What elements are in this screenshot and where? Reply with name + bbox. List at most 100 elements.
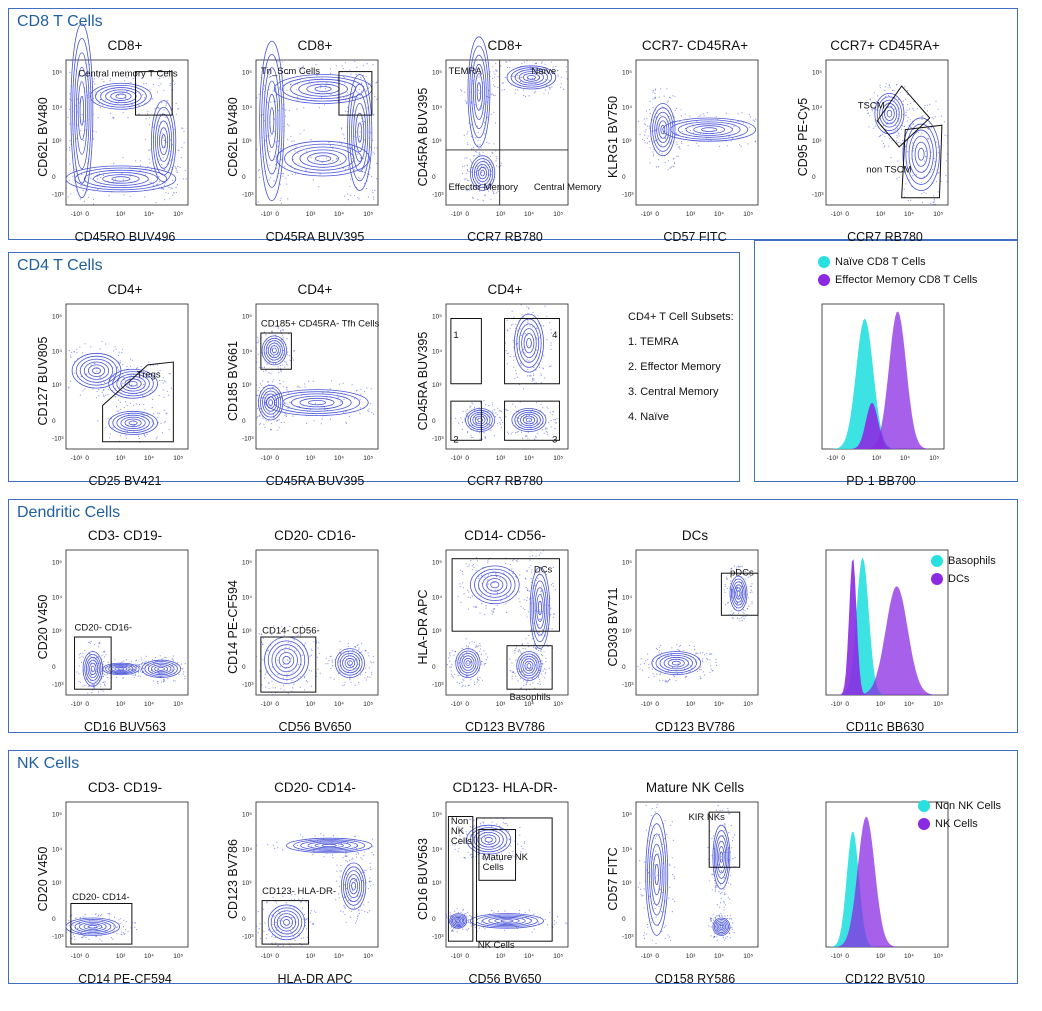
- event-dot: [490, 429, 492, 431]
- event-dot: [713, 936, 716, 938]
- event-dot: [130, 669, 132, 671]
- y-tick-label: 10⁵: [812, 70, 822, 77]
- event-dot: [449, 912, 451, 914]
- plot-frame: [255, 59, 379, 206]
- event-dot: [667, 670, 669, 672]
- event-dot: [555, 922, 557, 924]
- event-dot: [892, 89, 894, 92]
- event-dot: [351, 158, 353, 160]
- event-dot: [456, 908, 458, 910]
- histogram-series: [822, 318, 944, 449]
- event-dot: [536, 653, 538, 655]
- event-dot: [288, 125, 290, 127]
- contour-line: [110, 91, 132, 101]
- contour-line: [524, 660, 534, 672]
- event-dot: [670, 824, 672, 827]
- event-dot: [643, 907, 645, 909]
- event-dot: [466, 823, 469, 825]
- event-dot: [510, 433, 512, 435]
- event-dot: [710, 920, 712, 922]
- contour-line: [477, 417, 483, 423]
- event-dot: [309, 655, 311, 657]
- event-dot: [556, 418, 558, 420]
- event-dot: [181, 147, 183, 149]
- event-dot: [454, 650, 456, 653]
- contour-line: [88, 364, 106, 377]
- event-dot: [467, 415, 469, 417]
- event-dot: [466, 190, 468, 192]
- event-dot: [279, 918, 281, 920]
- event-dot: [675, 107, 677, 109]
- event-dot: [721, 891, 723, 894]
- event-dot: [258, 414, 261, 416]
- event-dot: [373, 413, 375, 415]
- event-dot: [512, 339, 514, 341]
- event-dot: [671, 647, 673, 649]
- event-dot: [87, 692, 89, 694]
- event-dot: [344, 907, 346, 909]
- event-dot: [710, 668, 712, 670]
- x-tick-label: 10⁴: [334, 211, 344, 218]
- event-dot: [279, 383, 281, 385]
- event-dot: [343, 398, 345, 400]
- contour-line: [732, 581, 745, 606]
- event-dot: [652, 673, 654, 675]
- event-dot: [905, 111, 907, 113]
- event-dot: [340, 401, 342, 403]
- legend-pd1: Naïve CD8 T Cells Effector Memory CD8 T …: [818, 256, 977, 292]
- event-dot: [471, 402, 473, 404]
- event-dot: [282, 61, 284, 63]
- y-tick-label: 10³: [52, 382, 62, 389]
- event-dot: [345, 852, 347, 855]
- event-dot: [301, 625, 303, 627]
- event-dot: [926, 104, 928, 106]
- event-dot: [149, 162, 151, 164]
- event-dot: [890, 121, 892, 123]
- event-dot: [656, 804, 658, 806]
- event-dot: [535, 369, 537, 371]
- event-dot: [320, 85, 322, 87]
- contour-line: [886, 109, 893, 118]
- event-dot: [284, 115, 286, 117]
- gate-box: [74, 636, 112, 690]
- event-dot: [291, 140, 293, 142]
- event-dot: [464, 915, 466, 917]
- event-dot: [510, 324, 512, 326]
- event-dot: [738, 566, 740, 568]
- contour-line: [307, 152, 339, 165]
- event-dot: [464, 157, 466, 159]
- event-dot: [299, 133, 301, 135]
- event-dot: [268, 179, 270, 181]
- event-dot: [464, 100, 466, 102]
- event-dot: [343, 684, 345, 686]
- event-dot: [664, 161, 666, 163]
- event-dot: [273, 180, 275, 182]
- event-dot: [659, 889, 661, 891]
- event-dot: [470, 405, 472, 407]
- event-dot: [654, 96, 657, 98]
- event-dot: [257, 932, 259, 934]
- event-dot: [533, 379, 535, 381]
- event-dot: [82, 390, 84, 392]
- event-dot: [320, 423, 322, 425]
- event-dot: [282, 895, 284, 897]
- event-dot: [87, 161, 89, 163]
- y-tick-label: 0: [622, 174, 626, 181]
- chart-title: CCR7- CD45RA+: [641, 38, 749, 53]
- event-dot: [873, 92, 875, 94]
- chart-title: CD123- HLA-DR-: [452, 780, 558, 795]
- y-axis-label: CD20 V450: [36, 594, 50, 660]
- event-dot: [125, 435, 127, 437]
- event-dot: [113, 350, 115, 352]
- event-dot: [147, 165, 149, 167]
- event-dot: [462, 831, 464, 833]
- event-dot: [726, 587, 728, 590]
- event-dot: [280, 159, 282, 161]
- event-dot: [549, 366, 551, 368]
- cd4-subset-3: 3. Central Memory: [628, 386, 719, 398]
- y-tick-label: 10⁴: [242, 594, 252, 601]
- event-dot: [505, 603, 507, 605]
- event-dot: [280, 330, 282, 332]
